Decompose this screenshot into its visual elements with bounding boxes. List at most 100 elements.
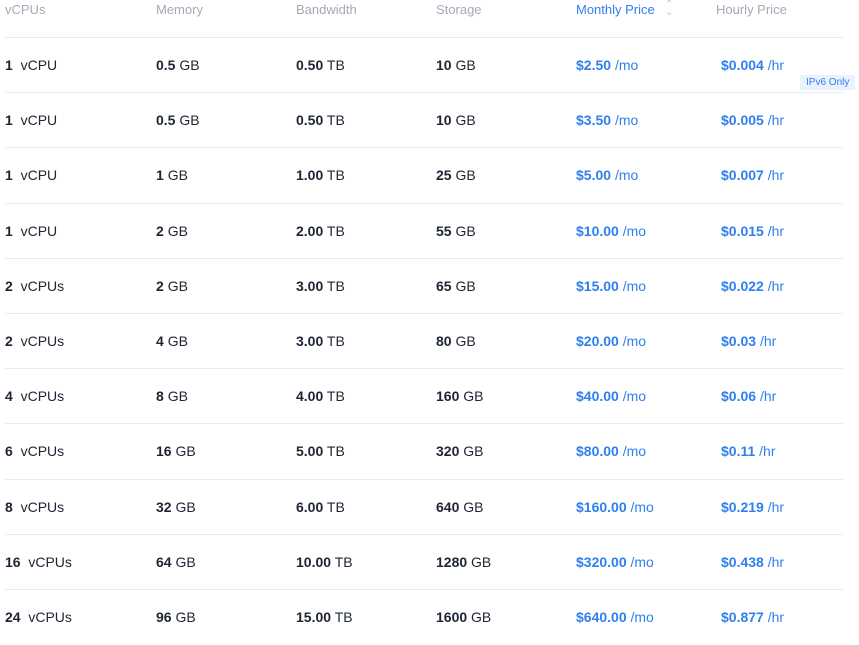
cell-hr: $0.015 /hr <box>721 223 784 239</box>
cell-value: 1 <box>5 167 13 184</box>
header-hourly-price[interactable]: Hourly Price <box>716 2 787 17</box>
cell-unit: GB <box>167 333 188 349</box>
table-row[interactable]: 24 vCPUs 96 GB 15.00 TB 1600 GB $640.00 /mo $… <box>5 589 843 645</box>
cell-hr: $0.005 /hr <box>721 112 784 128</box>
cell-mo: $160.00 /mo <box>576 499 654 515</box>
cell-bw: 10.00 TB <box>296 554 353 570</box>
cell-unit: TB <box>326 222 345 239</box>
cell-sto: 1280 GB <box>436 554 491 570</box>
cell-unit: /hr <box>759 443 776 460</box>
cell-value: 10 <box>436 112 452 129</box>
header-monthly-price[interactable]: Monthly Price <box>576 2 655 17</box>
cell-unit: /mo <box>614 57 639 73</box>
cell-bw: 6.00 TB <box>296 499 345 515</box>
table-row[interactable]: 1 vCPU 1 GB 1.00 TB 25 GB $5.00 /mo $0.007 /h… <box>5 147 843 203</box>
cell-unit: /hr <box>767 167 785 184</box>
header-storage[interactable]: Storage <box>436 2 482 17</box>
cell-sto: 65 GB <box>436 278 476 294</box>
cell-unit: /hr <box>767 609 785 625</box>
cell-value: 4.00 <box>296 388 324 405</box>
cell-value: $80.00 <box>576 443 619 460</box>
cell-cpu: 1 vCPU <box>5 167 57 183</box>
cell-value: 0.50 <box>296 57 324 73</box>
table-row[interactable]: 4 vCPUs 8 GB 4.00 TB 160 GB $40.00 /mo $0.06 … <box>5 368 843 424</box>
table-row[interactable]: 16 vCPUs 64 GB 10.00 TB 1280 GB $320.00 /mo $… <box>5 533 843 590</box>
cell-value: $15.00 <box>576 277 619 294</box>
cell-mem: 0.5 GB <box>156 112 200 128</box>
cell-bw: 4.00 TB <box>296 388 345 404</box>
cell-mo: $3.50 /mo <box>576 112 638 128</box>
cell-unit: vCPUs <box>28 609 72 625</box>
header-vcpus[interactable]: vCPUs <box>5 2 46 17</box>
cell-unit: /hr <box>759 333 777 349</box>
table-row[interactable]: 1 vCPU 0.5 GB 0.50 TB 10 GB $2.50 /mo $0.004 … <box>5 37 843 93</box>
cell-unit: vCPUs <box>20 277 65 294</box>
cell-value: $0.004 <box>721 57 764 73</box>
cell-mo: $640.00 /mo <box>576 609 654 625</box>
cell-unit: GB <box>167 277 188 294</box>
cell-value: 24 <box>5 609 21 625</box>
table-row[interactable]: 6 vCPUs 16 GB 5.00 TB 320 GB $80.00 /mo $0.11… <box>5 423 843 479</box>
cell-unit: /mo <box>630 498 654 515</box>
table-row[interactable]: 2 vCPUs 4 GB 3.00 TB 80 GB $20.00 /mo $0.03 /… <box>5 313 843 369</box>
cell-unit: GB <box>463 443 484 460</box>
cell-mem: 0.5 GB <box>156 57 200 73</box>
cell-value: $0.007 <box>721 167 764 184</box>
cell-unit: vCPUs <box>20 388 65 405</box>
cell-cpu: 24 vCPUs <box>5 609 72 625</box>
cell-unit: TB <box>326 443 345 460</box>
table-row[interactable]: 1 vCPU 0.5 GB 0.50 TB 10 GB $3.50 /mo $0.005 … <box>5 92 843 148</box>
cell-unit: /mo <box>630 553 654 570</box>
cell-bw: 3.00 TB <box>296 333 345 349</box>
cell-unit: TB <box>326 112 345 129</box>
cell-mem: 32 GB <box>156 499 196 515</box>
cell-unit: GB <box>463 498 484 515</box>
cell-value: 2 <box>5 333 13 349</box>
header-bandwidth[interactable]: Bandwidth <box>296 2 357 17</box>
cell-unit: /hr <box>767 277 785 294</box>
cell-value: 8 <box>156 388 164 405</box>
cell-unit: GB <box>471 609 492 625</box>
table-row[interactable]: 2 vCPUs 2 GB 3.00 TB 65 GB $15.00 /mo $0.022 … <box>5 257 843 314</box>
cell-hr: $0.877 /hr <box>721 609 784 625</box>
cell-value: 65 <box>436 277 452 294</box>
table-row[interactable]: 8 vCPUs 32 GB 6.00 TB 640 GB $160.00 /mo $0.2… <box>5 478 843 535</box>
cell-value: $640.00 <box>576 609 627 625</box>
cell-unit: /hr <box>767 553 785 570</box>
header-memory[interactable]: Memory <box>156 2 203 17</box>
cell-unit: GB <box>179 112 200 129</box>
table-row[interactable]: 1 vCPU 2 GB 2.00 TB 55 GB $10.00 /mo $0.015 /… <box>5 202 843 259</box>
cell-hr: $0.438 /hr <box>721 554 784 570</box>
cell-value: 2 <box>156 277 164 294</box>
cell-value: $160.00 <box>576 498 627 515</box>
cell-mo: $40.00 /mo <box>576 388 646 404</box>
cell-bw: 0.50 TB <box>296 57 345 73</box>
cell-cpu: 2 vCPUs <box>5 278 64 294</box>
cell-value: 64 <box>156 553 172 570</box>
cell-value: 10 <box>436 57 452 73</box>
cell-value: 1 <box>156 167 164 184</box>
cell-mo: $15.00 /mo <box>576 278 646 294</box>
sort-chevrons-icon[interactable]: ⌃ ⌄ <box>665 0 674 18</box>
cell-value: $0.06 <box>721 388 757 405</box>
cell-unit: TB <box>326 388 345 405</box>
cell-value: 55 <box>436 222 452 239</box>
cell-cpu: 2 vCPUs <box>5 333 64 349</box>
cell-value: 1 <box>5 57 13 73</box>
cell-value: $0.015 <box>721 222 764 239</box>
cell-mo: $10.00 /mo <box>576 223 646 239</box>
cell-mo: $20.00 /mo <box>576 333 646 349</box>
cell-bw: 3.00 TB <box>296 278 345 294</box>
cell-value: 2 <box>5 277 13 294</box>
cell-unit: GB <box>175 498 196 515</box>
cell-hr: $0.03 /hr <box>721 333 776 349</box>
cell-value: 160 <box>436 388 460 405</box>
cell-value: $0.877 <box>721 609 764 625</box>
cell-unit: vCPU <box>20 167 58 184</box>
cell-value: 2.00 <box>296 222 324 239</box>
table-header: vCPUs Memory Bandwidth Storage Monthly P… <box>0 0 859 37</box>
cell-value: $0.005 <box>721 112 764 129</box>
cell-sto: 320 GB <box>436 443 483 459</box>
cell-unit: GB <box>455 222 476 239</box>
cell-mem: 4 GB <box>156 333 188 349</box>
